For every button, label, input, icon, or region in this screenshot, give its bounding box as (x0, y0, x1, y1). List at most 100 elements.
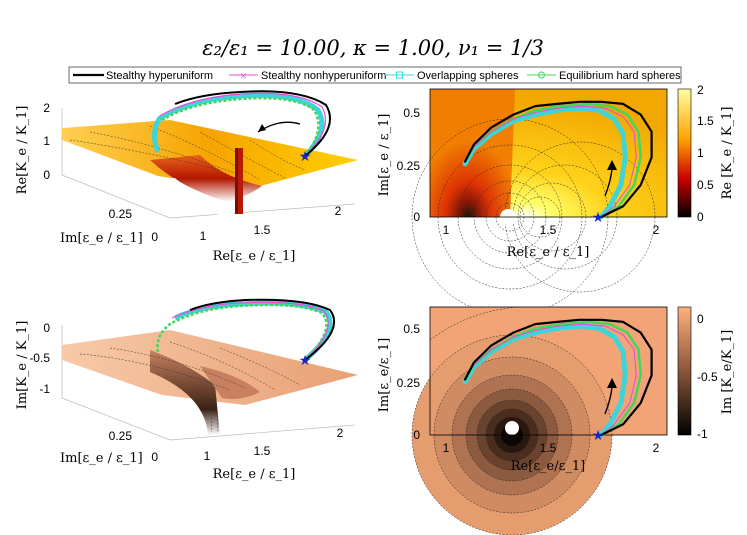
y-tick: 0 (413, 428, 420, 442)
series-equilibrium-hard-spheres (161, 96, 320, 157)
x-tick: 1 (204, 449, 211, 463)
axes-frame (429, 88, 668, 218)
x-tick: 1.5 (540, 223, 557, 237)
z-axis-label: Re[K_e / K_1] (15, 106, 30, 195)
start-star-icon: ★ (592, 210, 605, 226)
arrow-head-icon (607, 378, 617, 388)
square-marker-icon (396, 71, 403, 79)
x-axis-label: Re[ε_e / ε_1] (213, 467, 296, 482)
colorbar-tick: -0.5 (697, 370, 718, 384)
start-star-icon: ★ (299, 149, 312, 165)
surface-hole (160, 178, 236, 218)
series-stealthy-nonhyperuniform (159, 92, 327, 157)
surface-wall (235, 148, 243, 214)
series-stealthy-nonhyperuniform (171, 301, 329, 361)
start-star-icon: ★ (592, 428, 605, 444)
y-tick: 0.25 (109, 207, 133, 221)
z-tick: -0.5 (29, 351, 50, 365)
panel-bottom-right-contour: ★ 0 0.25 0.5 1 1.5 2 Im[ε_e/ε_1] Re[ε_e/… (377, 306, 735, 535)
series-hyperuniform (464, 100, 653, 219)
series-nonhyperuniform (464, 105, 637, 218)
legend-entry-nonhyperuniform: × Stealthy nonhyperuniform (229, 70, 386, 82)
series-stealthy-hyperuniform (189, 298, 335, 361)
x-tick: 2 (337, 426, 344, 440)
series-overlapping-spheres (152, 92, 325, 158)
colorbar-tick: 1.5 (697, 114, 714, 128)
circle-marker-icon (538, 71, 545, 79)
series-hyperuniform (464, 318, 653, 437)
z-tick: -1 (39, 382, 50, 396)
axes-frame (429, 306, 668, 436)
x-tick: 2 (653, 441, 660, 455)
colorbar-label: Im [K_e/K_1] (720, 330, 735, 415)
legend-label: Stealthy hyperuniform (106, 70, 213, 82)
x-tick: 2 (335, 204, 342, 218)
y-tick: 0 (151, 230, 158, 244)
colorbar-tick: 0 (697, 312, 704, 326)
trajectory-arrow (257, 121, 301, 133)
y-tick: 0.5 (403, 106, 420, 120)
legend-entry-equilibrium: Equilibrium hard spheres (527, 70, 681, 82)
floor-axis-y (61, 397, 171, 441)
series-stealthy-hyperuniform (174, 90, 331, 157)
surface-sheet (62, 330, 358, 405)
start-star-icon: ★ (299, 353, 312, 369)
legend-entry-overlapping: Overlapping spheres (385, 70, 519, 82)
floor-axis-x (169, 424, 356, 441)
y-tick: 0.25 (397, 159, 421, 173)
z-tick: 2 (43, 101, 50, 115)
legend-entry-hyperuniform: Stealthy hyperuniform (73, 70, 213, 82)
panel-top-right-contour: ★ 0 0.25 0.5 1 1.5 2 Im[ε_e / ε_1] Re[ε_… (377, 83, 735, 316)
series-group (462, 100, 653, 220)
figure-title: ε₂/ε₁ = 10.00, κ = 1.00, ν₁ = 1/3 (202, 36, 544, 60)
colorbar (677, 88, 692, 218)
legend-box (68, 66, 682, 84)
x-axis-label: Re[ε_e / ε_1] (213, 249, 296, 264)
series-equilibrium-hard-spheres (156, 303, 328, 361)
y-tick: 0 (413, 210, 420, 224)
y-axis-label: Im[ε_e/ε_1] (377, 338, 392, 412)
x-marker-icon: × (240, 72, 248, 82)
series-overlapping (462, 323, 628, 438)
arrow-head-icon (607, 160, 617, 170)
z-tick: 0 (43, 168, 50, 182)
colorbar (677, 306, 692, 436)
colorbar-label: Re [K_e / K_1] (720, 107, 735, 200)
z-tick: 0 (43, 321, 50, 335)
x-tick: 1.5 (540, 441, 557, 455)
x-tick: 1 (443, 441, 450, 455)
x-tick: 1.5 (254, 223, 271, 237)
legend: Stealthy hyperuniform × Stealthy nonhype… (68, 66, 682, 84)
x-tick: 1 (443, 223, 450, 237)
series-nonhyperuniform (464, 323, 637, 436)
floor-axis-y (61, 174, 171, 219)
surface-funnel (200, 366, 260, 400)
x-axis-label: Re[ε_e / ε_1] (507, 245, 590, 260)
x-tick: 1.5 (254, 444, 271, 458)
surface-wall-shade (235, 148, 238, 214)
colorbar-tick: -1 (697, 427, 708, 441)
legend-label: Overlapping spheres (417, 70, 519, 82)
y-axis-label: Im[ε_e / ε_1] (60, 451, 143, 466)
legend-label: Stealthy nonhyperuniform (261, 70, 386, 82)
z-axis-label: Im[K_e / K_1] (15, 321, 30, 410)
x-axis-label: Re[ε_e/ε_1] (511, 459, 585, 474)
y-tick: 0.25 (397, 376, 421, 390)
series-group (462, 318, 653, 438)
panel-top-left-surface: ★ 2 1 0 0.25 0 1 1.5 2 Re[K_e / K_1] Im[… (15, 90, 358, 264)
colorbar-tick: 2 (697, 83, 704, 97)
floor-axis-x (169, 203, 356, 219)
colorbar-tick: 0 (697, 210, 704, 224)
surface-well (150, 350, 220, 435)
surface-well (150, 155, 262, 202)
legend-label: Equilibrium hard spheres (559, 70, 681, 82)
surface-contours (79, 341, 301, 433)
arrow-head-icon (258, 124, 266, 132)
colorbar-tick: 0.5 (697, 178, 714, 192)
series-overlapping (462, 105, 628, 220)
y-tick: 0.25 (109, 429, 133, 443)
x-tick: 2 (653, 223, 660, 237)
surface-contours (69, 125, 306, 181)
y-axis-label: Im[ε_e / ε_1] (60, 231, 143, 246)
